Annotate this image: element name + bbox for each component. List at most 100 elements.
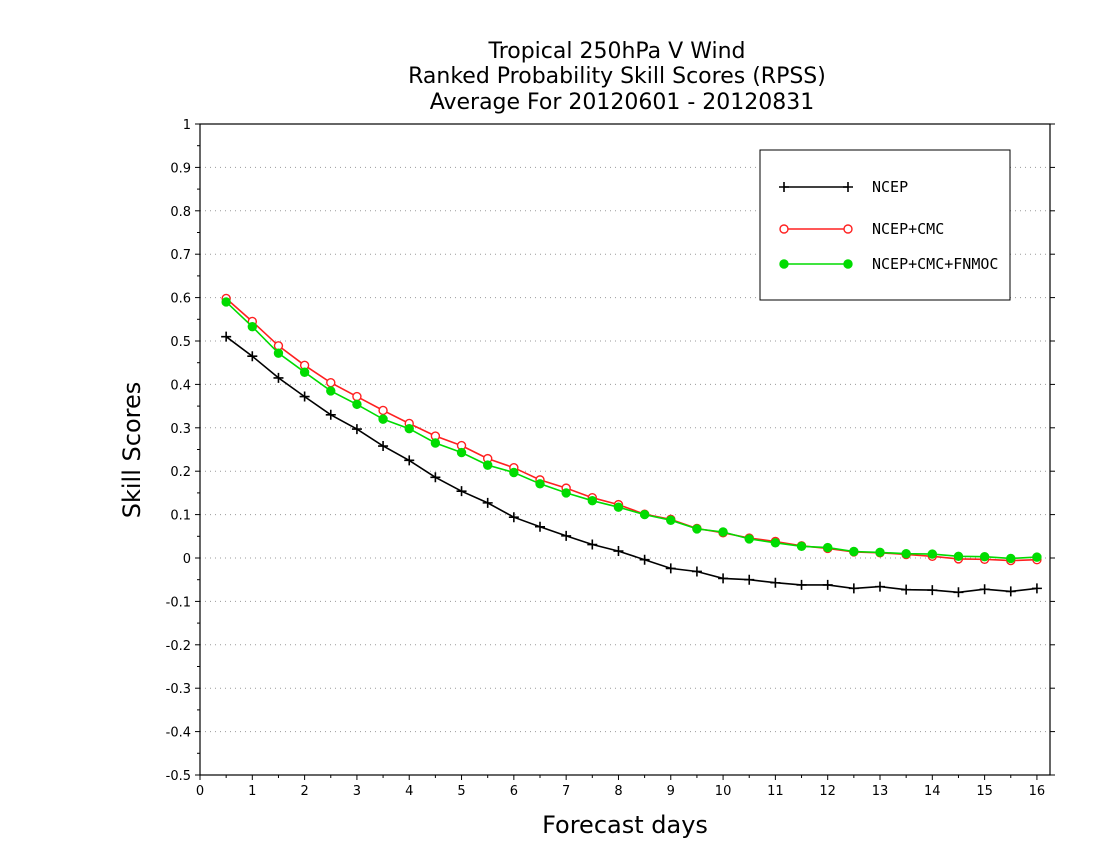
legend-label: NCEP [872, 178, 908, 196]
data-point [378, 414, 388, 424]
chart-title-line-3: Average For 20120601 - 20120831 [430, 90, 815, 115]
x-tick-label: 13 [872, 784, 889, 799]
x-tick-label: 1 [248, 784, 256, 799]
series-ncep-cmc [221, 293, 1042, 566]
data-point [875, 547, 885, 558]
data-point [665, 563, 676, 574]
legend-label: NCEP+CMC [872, 220, 944, 238]
y-tick-label: 0.2 [170, 465, 191, 480]
data-point [587, 539, 598, 550]
legend-marker [843, 224, 853, 234]
y-tick-label: 0.6 [170, 292, 191, 307]
data-point [796, 579, 807, 590]
series-ncep [221, 331, 1042, 598]
data-series [221, 293, 1042, 598]
data-point [535, 479, 545, 489]
legend-marker [779, 224, 789, 234]
data-point [744, 574, 755, 585]
x-axis-label: Forecast days [542, 811, 708, 839]
y-tick-label: 0.4 [170, 378, 191, 393]
data-point [352, 399, 362, 410]
y-tick-label: -0.1 [166, 595, 191, 610]
x-tick-label: 6 [510, 784, 518, 799]
y-tick-label: 0.9 [170, 161, 191, 176]
y-tick-label: 0.7 [170, 248, 191, 263]
data-point [1005, 586, 1016, 597]
y-tick-label: -0.3 [166, 682, 191, 697]
legend-entry: NCEP [779, 178, 908, 196]
y-tick-label: 0.3 [170, 422, 191, 437]
data-point [979, 551, 990, 562]
data-point [691, 566, 702, 577]
data-point [430, 472, 441, 483]
data-point [352, 391, 362, 402]
data-point [221, 331, 232, 342]
data-point [535, 521, 545, 532]
grid-lines [200, 166, 1050, 733]
data-point [1032, 552, 1042, 562]
data-point [718, 573, 729, 584]
x-tick-label: 8 [614, 784, 622, 799]
x-tick-label: 3 [353, 784, 361, 799]
y-tick-label: -0.4 [166, 726, 191, 741]
series-line [225, 297, 1037, 562]
data-point [482, 460, 493, 470]
x-tick-label: 2 [300, 784, 308, 799]
chart-title-line-1: Tropical 250hPa V Wind [487, 39, 745, 64]
y-tick-label: -0.2 [166, 639, 191, 654]
data-point [273, 372, 284, 383]
legend-entry: NCEP+CMC+FNMOC [779, 255, 998, 273]
data-point [901, 584, 912, 595]
data-point [639, 554, 650, 565]
x-tick-label: 15 [976, 784, 993, 799]
data-point [822, 542, 833, 553]
x-tick-label: 11 [767, 784, 784, 799]
legend-entry: NCEP+CMC [779, 220, 944, 238]
data-point [404, 423, 414, 434]
data-point [953, 551, 964, 561]
data-point [849, 546, 859, 557]
y-tick-label: 0.8 [170, 205, 191, 220]
data-point [221, 297, 231, 307]
x-tick-label: 0 [196, 784, 204, 799]
data-point [875, 581, 885, 592]
data-point [770, 538, 781, 548]
x-tick-label: 12 [819, 784, 836, 799]
y-tick-label: 0.1 [170, 509, 191, 524]
x-tick-label: 4 [405, 784, 413, 799]
data-point [1031, 583, 1042, 594]
data-point [979, 584, 990, 595]
y-tick-label: 1 [183, 118, 191, 133]
axis-ticks: -0.5 -0.4 -0.3 -0.2 -0.1 0 0.1 0.2 0.3 0.4 0.5 0.6 0… [166, 118, 1055, 799]
x-tick-label: 5 [457, 784, 465, 799]
legend-label: NCEP+CMC+FNMOC [872, 255, 998, 273]
data-point [326, 386, 336, 396]
y-tick-label: 0 [183, 552, 191, 567]
data-point [561, 530, 572, 541]
legend-marker [779, 182, 789, 192]
data-point [953, 587, 964, 598]
data-point [927, 549, 938, 559]
data-point [482, 497, 493, 508]
data-point [430, 438, 441, 448]
data-point [273, 348, 284, 358]
x-tick-label: 16 [1029, 784, 1046, 799]
data-point [718, 527, 728, 537]
y-axis-label: Skill Scores [118, 382, 146, 519]
legend-box [759, 149, 1011, 301]
data-point [927, 585, 938, 596]
data-point [508, 512, 519, 523]
data-point [666, 515, 676, 525]
chart-title-line-2: Ranked Probability Skill Scores (RPSS) [408, 64, 826, 89]
data-point [613, 546, 624, 557]
data-point [744, 534, 754, 544]
legend-marker [843, 182, 853, 192]
data-point [561, 488, 571, 498]
data-point [299, 391, 310, 402]
data-point [587, 496, 598, 506]
series-line [225, 301, 1037, 560]
data-point [378, 405, 388, 416]
data-point [692, 524, 702, 534]
x-tick-label: 14 [924, 784, 941, 799]
